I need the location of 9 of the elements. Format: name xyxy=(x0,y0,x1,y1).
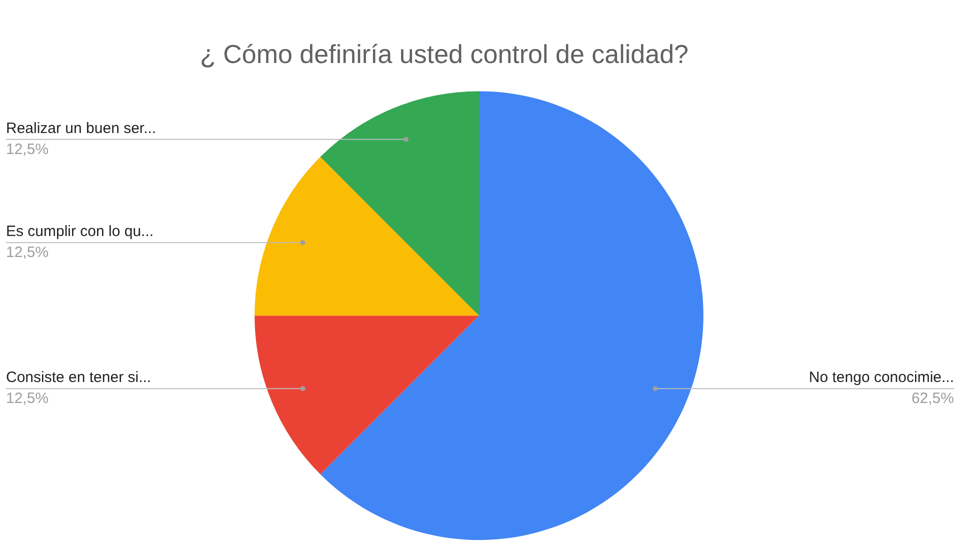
slice-label: Es cumplir con lo qu... xyxy=(6,223,154,240)
data-label: 62,5% xyxy=(911,390,954,408)
slice-label: Realizar un buen ser... xyxy=(6,120,156,138)
data-label: 12,5% xyxy=(6,390,49,408)
slice-label: Consiste en tener si... xyxy=(6,369,152,386)
data-label: 12,5% xyxy=(6,141,49,158)
data-label: 12,5% xyxy=(6,244,49,262)
chart-title: ¿ Cómo definiría usted control de calidad? xyxy=(200,38,688,69)
slice-label: No tengo conocimie... xyxy=(808,369,954,386)
